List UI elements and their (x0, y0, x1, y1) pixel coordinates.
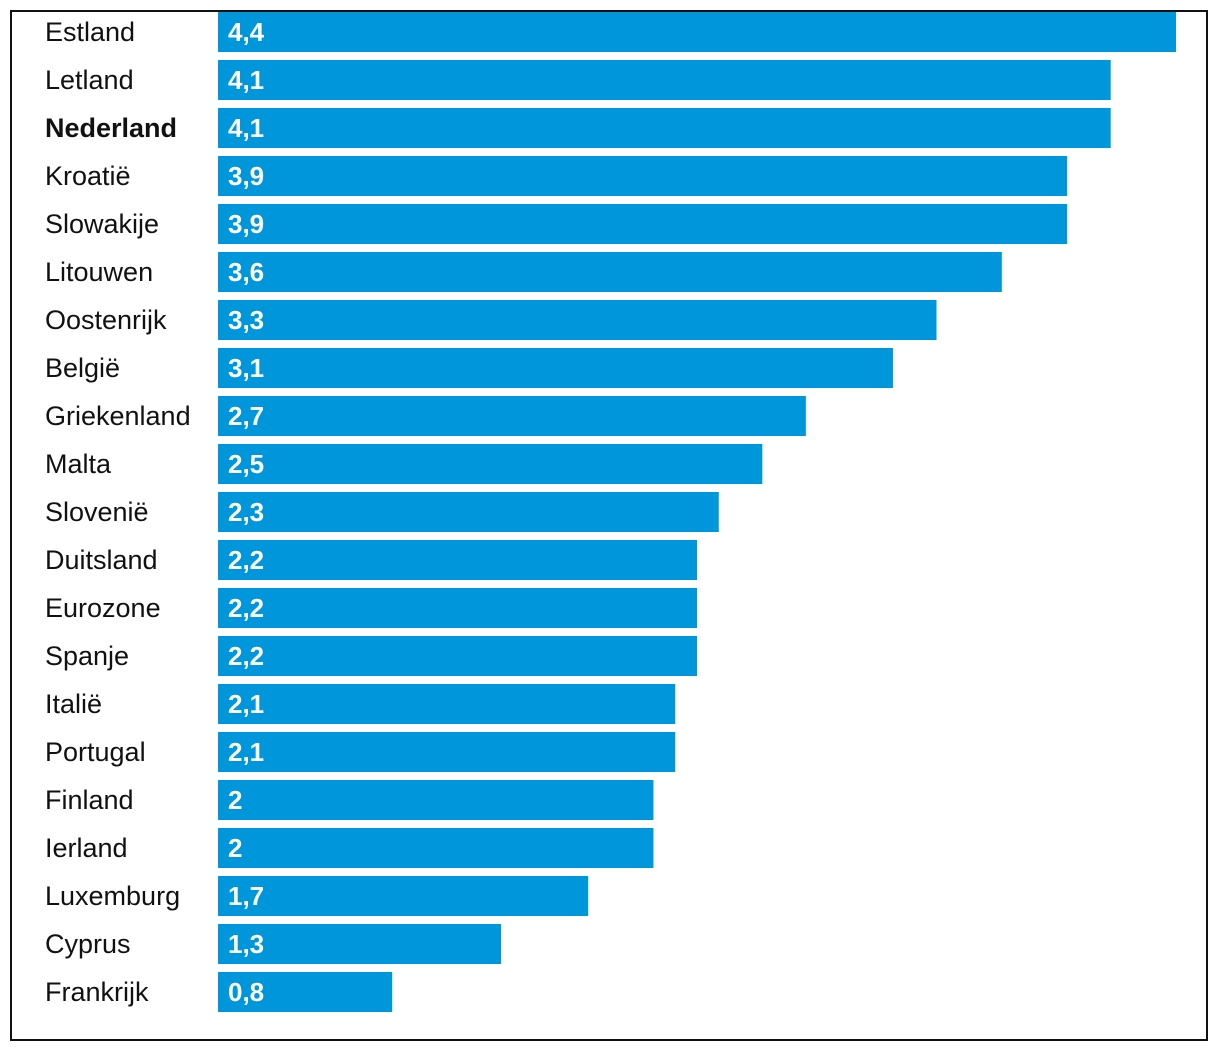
value-label-kroatie: 3,9 (228, 161, 264, 191)
value-label-griekenland: 2,7 (228, 401, 264, 431)
bar-ierland (218, 828, 654, 868)
category-label-finland: Finland (45, 785, 134, 815)
value-label-estland: 4,4 (228, 17, 265, 47)
bar-nederland (218, 108, 1111, 148)
value-label-malta: 2,5 (228, 449, 264, 479)
bar-estland (218, 12, 1176, 52)
category-label-oostenrijk: Oostenrijk (45, 305, 167, 335)
bar-luxemburg (218, 876, 589, 916)
bar-oostenrijk (218, 300, 937, 340)
bar-chart: Estland 4,4 Letland 4,1 Nederland 4,1 Kroatië 3… (45, 12, 1176, 1012)
category-label-spanje: Spanje (45, 641, 129, 671)
category-label-cyprus: Cyprus (45, 929, 131, 959)
value-label-cyprus: 1,3 (228, 929, 264, 959)
bar-griekenland (218, 396, 806, 436)
value-label-frankrijk: 0,8 (228, 977, 264, 1007)
value-label-oostenrijk: 3,3 (228, 305, 264, 335)
bar-cyprus (218, 924, 502, 964)
value-label-luxemburg: 1,7 (228, 881, 264, 911)
category-label-estland: Estland (45, 17, 135, 47)
bar-slowakije (218, 204, 1068, 244)
category-label-belgie: België (45, 353, 120, 383)
bar-italie (218, 684, 676, 724)
bar-letland (218, 60, 1111, 100)
value-label-slowakije: 3,9 (228, 209, 264, 239)
category-label-slowakije: Slowakije (45, 209, 159, 239)
value-label-portugal: 2,1 (228, 737, 264, 767)
category-label-nederland: Nederland (45, 113, 177, 143)
category-label-malta: Malta (45, 449, 112, 479)
category-label-ierland: Ierland (45, 833, 128, 863)
chart-frame: Estland 4,4 Letland 4,1 Nederland 4,1 Kroatië 3… (10, 10, 1208, 1041)
value-label-duitsland: 2,2 (228, 545, 264, 575)
value-label-spanje: 2,2 (228, 641, 264, 671)
value-label-finland: 2 (228, 785, 242, 815)
category-label-slovenie: Slovenië (45, 497, 149, 527)
bar-duitsland (218, 540, 697, 580)
category-label-kroatie: Kroatië (45, 161, 131, 191)
value-label-belgie: 3,1 (228, 353, 264, 383)
category-label-eurozone: Eurozone (45, 593, 161, 623)
bar-litouwen (218, 252, 1002, 292)
category-label-duitsland: Duitsland (45, 545, 158, 575)
bar-belgie (218, 348, 893, 388)
bar-kroatie (218, 156, 1068, 196)
category-label-litouwen: Litouwen (45, 257, 153, 287)
bar-spanje (218, 636, 697, 676)
value-label-nederland: 4,1 (228, 113, 264, 143)
value-label-ierland: 2 (228, 833, 242, 863)
value-label-eurozone: 2,2 (228, 593, 264, 623)
value-label-slovenie: 2,3 (228, 497, 264, 527)
bar-portugal (218, 732, 676, 772)
category-label-letland: Letland (45, 65, 134, 95)
value-label-italie: 2,1 (228, 689, 264, 719)
value-label-letland: 4,1 (228, 65, 264, 95)
category-label-frankrijk: Frankrijk (45, 977, 149, 1007)
category-label-luxemburg: Luxemburg (45, 881, 180, 911)
bar-finland (218, 780, 654, 820)
bar-eurozone (218, 588, 697, 628)
category-label-italie: Italië (45, 689, 102, 719)
category-label-griekenland: Griekenland (45, 401, 191, 431)
category-label-portugal: Portugal (45, 737, 146, 767)
bar-slovenie (218, 492, 719, 532)
bar-frankrijk (218, 972, 393, 1012)
bar-malta (218, 444, 763, 484)
value-label-litouwen: 3,6 (228, 257, 264, 287)
